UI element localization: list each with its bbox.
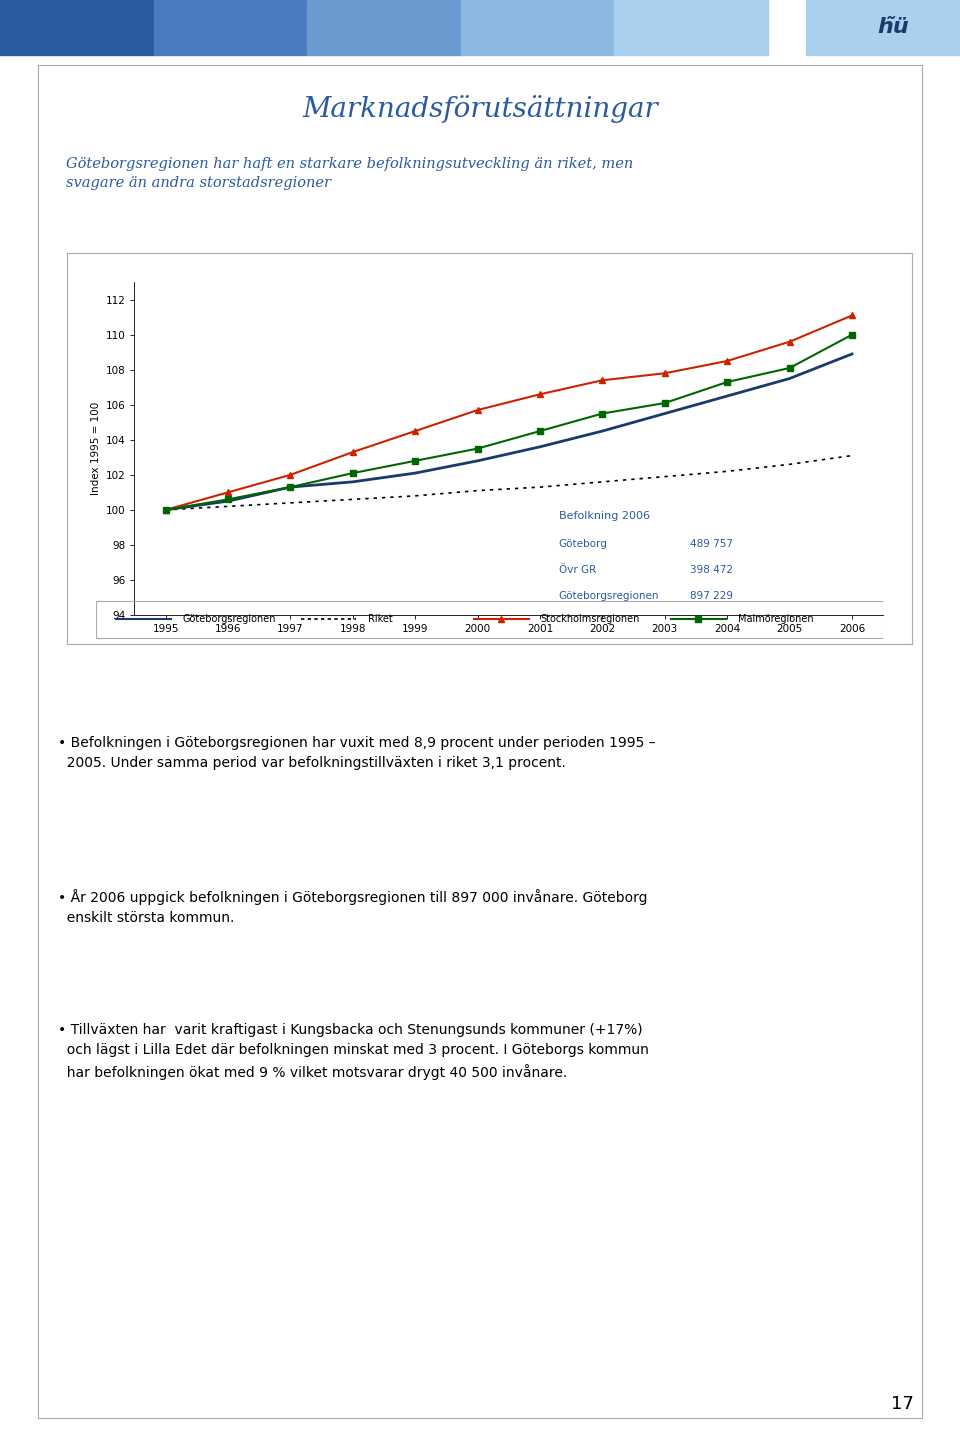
Bar — [461, 0, 614, 55]
Text: • Tillväxten har  varit kraftigast i Kungsbacka och Stenungsunds kommuner (+17%): • Tillväxten har varit kraftigast i Kung… — [58, 1023, 648, 1079]
Text: Övr GR: Övr GR — [559, 564, 596, 574]
Bar — [806, 0, 960, 55]
Bar — [154, 0, 307, 55]
Text: Göteborgsregionen: Göteborgsregionen — [182, 615, 276, 624]
Text: Malmöregionen: Malmöregionen — [737, 615, 813, 624]
Y-axis label: Index 1995 = 100: Index 1995 = 100 — [91, 402, 102, 495]
Text: h̃ü: h̃ü — [876, 17, 909, 38]
Text: Göteborgsregionen: Göteborgsregionen — [559, 592, 660, 601]
Text: • Befolkningen i Göteborgsregionen har vuxit med 8,9 procent under perioden 1995: • Befolkningen i Göteborgsregionen har v… — [58, 737, 656, 770]
Text: Göteborgsregionen har haft en starkare befolkningsutveckling än riket, men
svaga: Göteborgsregionen har haft en starkare b… — [66, 156, 634, 190]
Bar — [614, 0, 768, 55]
Text: 17: 17 — [891, 1395, 914, 1412]
Text: Befolkning 2006: Befolkning 2006 — [559, 511, 650, 521]
Text: • År 2006 uppgick befolkningen i Göteborgsregionen till 897 000 invånare. Götebo: • År 2006 uppgick befolkningen i Götebor… — [58, 888, 647, 925]
Text: 398 472: 398 472 — [690, 564, 733, 574]
Text: www.hui.se: www.hui.se — [450, 669, 529, 683]
Text: Marknadsförutsättningar: Marknadsförutsättningar — [302, 94, 658, 123]
Text: Göteborg: Göteborg — [559, 538, 608, 548]
Text: 489 757: 489 757 — [690, 538, 733, 548]
Bar — [0, 0, 154, 55]
Bar — [307, 0, 461, 55]
Text: Stockholmsregionen: Stockholmsregionen — [540, 615, 640, 624]
Text: 897 229: 897 229 — [690, 592, 733, 601]
Text: Riket: Riket — [368, 615, 393, 624]
